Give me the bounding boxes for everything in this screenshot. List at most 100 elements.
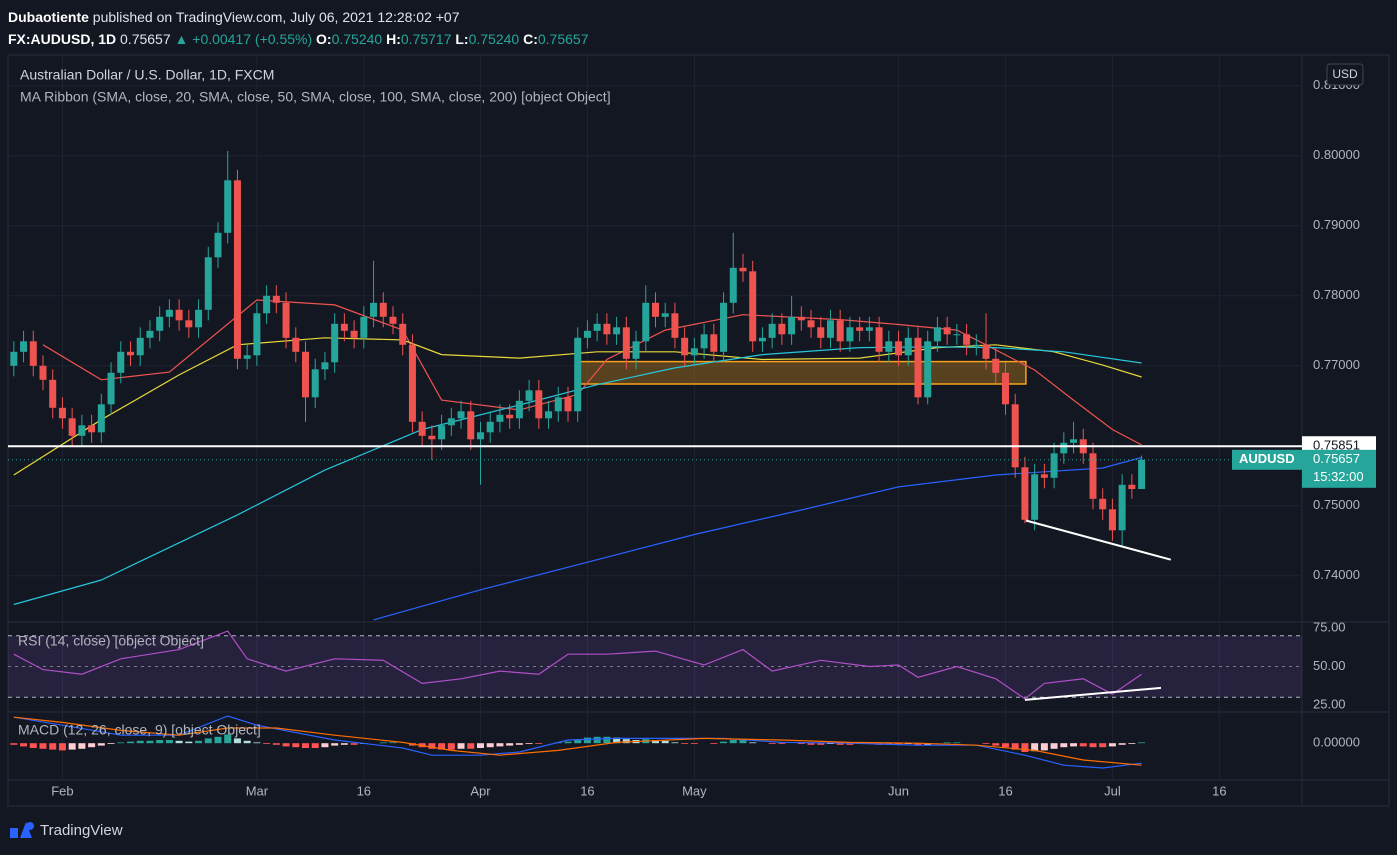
histogram-bar bbox=[1138, 742, 1146, 744]
candle-body bbox=[1118, 484, 1126, 531]
candle-body bbox=[185, 320, 193, 328]
candle-body bbox=[622, 327, 630, 359]
trendline bbox=[1024, 686, 1162, 701]
symbol: FX:AUDUSD, 1D bbox=[8, 31, 117, 47]
candle-body bbox=[58, 407, 66, 419]
candle-body bbox=[846, 327, 854, 342]
y-tick-label: 50.00 bbox=[1313, 658, 1346, 673]
candle-body bbox=[10, 351, 18, 366]
candle-body bbox=[778, 323, 786, 335]
candle-body bbox=[117, 351, 125, 373]
histogram-bar bbox=[836, 743, 844, 745]
x-tick-label: Feb bbox=[51, 783, 73, 798]
histogram-bar bbox=[992, 743, 1000, 746]
currency[interactable]: USD bbox=[1332, 67, 1358, 81]
candle-body bbox=[739, 267, 747, 272]
ohlc-value: 0.75240 bbox=[331, 31, 383, 47]
candle-body bbox=[350, 330, 358, 338]
histogram-bar bbox=[350, 743, 358, 745]
x-tick-label: Apr bbox=[470, 783, 491, 798]
histogram-bar bbox=[710, 743, 718, 744]
histogram-bar bbox=[311, 743, 319, 748]
candle-body bbox=[331, 323, 339, 363]
x-tick-label: Jul bbox=[1104, 783, 1121, 798]
candle-body bbox=[690, 348, 698, 356]
histogram-bar bbox=[58, 743, 66, 751]
histogram-bar bbox=[749, 742, 757, 744]
histogram-bar bbox=[214, 736, 222, 744]
price: 0.75657 bbox=[120, 31, 171, 47]
histogram-bar bbox=[943, 742, 951, 744]
candle-body bbox=[457, 411, 465, 419]
x-tick-label: May bbox=[682, 783, 707, 798]
brand: TradingView bbox=[40, 822, 123, 839]
candle-body bbox=[865, 327, 873, 331]
candle-body bbox=[399, 323, 407, 345]
histogram-bar bbox=[574, 739, 582, 744]
histogram-bar bbox=[525, 743, 533, 744]
candle-body bbox=[943, 327, 951, 335]
histogram-bar bbox=[224, 734, 232, 744]
candle-body bbox=[885, 341, 893, 352]
candle-body bbox=[204, 257, 212, 310]
histogram-bar bbox=[982, 743, 990, 744]
candle-body bbox=[554, 397, 562, 412]
candle-body bbox=[661, 313, 669, 317]
histogram-bar bbox=[797, 743, 805, 744]
candle-body bbox=[574, 337, 582, 412]
candle-body bbox=[749, 271, 757, 342]
histogram-bar bbox=[476, 743, 484, 748]
candle-body bbox=[1128, 484, 1136, 489]
x-tick-label: Jun bbox=[888, 783, 909, 798]
histogram-bar bbox=[720, 741, 728, 744]
candle-body bbox=[379, 302, 387, 317]
grid bbox=[8, 55, 1302, 780]
candle-body bbox=[953, 334, 961, 336]
candle-body bbox=[700, 334, 708, 349]
histogram-bar bbox=[97, 743, 105, 746]
candle-body bbox=[408, 344, 416, 422]
candle-body bbox=[681, 337, 689, 356]
chart-frame bbox=[7, 54, 1390, 807]
candle-body bbox=[311, 369, 319, 398]
candle-body bbox=[78, 425, 86, 436]
histogram-bar bbox=[175, 740, 183, 744]
histogram-bar bbox=[447, 743, 455, 750]
histogram-bar bbox=[340, 743, 348, 745]
macd-line bbox=[13, 715, 1142, 769]
histogram-bar bbox=[690, 743, 698, 744]
candle-body bbox=[982, 344, 990, 359]
histogram-bar bbox=[768, 743, 776, 744]
histogram-bar bbox=[826, 743, 834, 744]
macd-title: MACD (12, 26, close, 9) [object Object] bbox=[18, 722, 261, 738]
histogram-bar bbox=[49, 743, 57, 750]
candle-body bbox=[758, 337, 766, 342]
candle-body bbox=[233, 180, 241, 359]
histogram-bar bbox=[807, 743, 815, 745]
currency-button[interactable] bbox=[1326, 63, 1364, 86]
y-tick-label: 0.75000 bbox=[1313, 497, 1360, 512]
histogram-bar bbox=[78, 743, 86, 749]
price-pane bbox=[8, 150, 1302, 621]
histogram-bar bbox=[156, 740, 164, 744]
candle-body bbox=[593, 323, 601, 331]
candle-body bbox=[1040, 474, 1048, 478]
histogram-bar bbox=[165, 740, 173, 744]
change: ▲ +0.00417 (+0.55%) bbox=[174, 31, 313, 47]
histogram-bar bbox=[185, 741, 193, 744]
candle-body bbox=[1011, 404, 1019, 468]
histogram-bar bbox=[1011, 743, 1019, 750]
candle-body bbox=[496, 414, 504, 422]
histogram-bar bbox=[729, 740, 737, 744]
x-tick-label: 16 bbox=[580, 783, 594, 798]
zone bbox=[575, 360, 1027, 385]
candle-body bbox=[963, 334, 971, 345]
candle-body bbox=[370, 302, 378, 317]
ohlc-label: C: bbox=[523, 31, 538, 47]
publish-line: Dubaotiente published on TradingView.com… bbox=[8, 6, 588, 28]
published: published on TradingView.com, July 06, 2… bbox=[88, 9, 460, 25]
candle-body bbox=[583, 330, 591, 338]
rsi-pane bbox=[8, 630, 1302, 701]
x-tick-label: 16 bbox=[998, 783, 1012, 798]
